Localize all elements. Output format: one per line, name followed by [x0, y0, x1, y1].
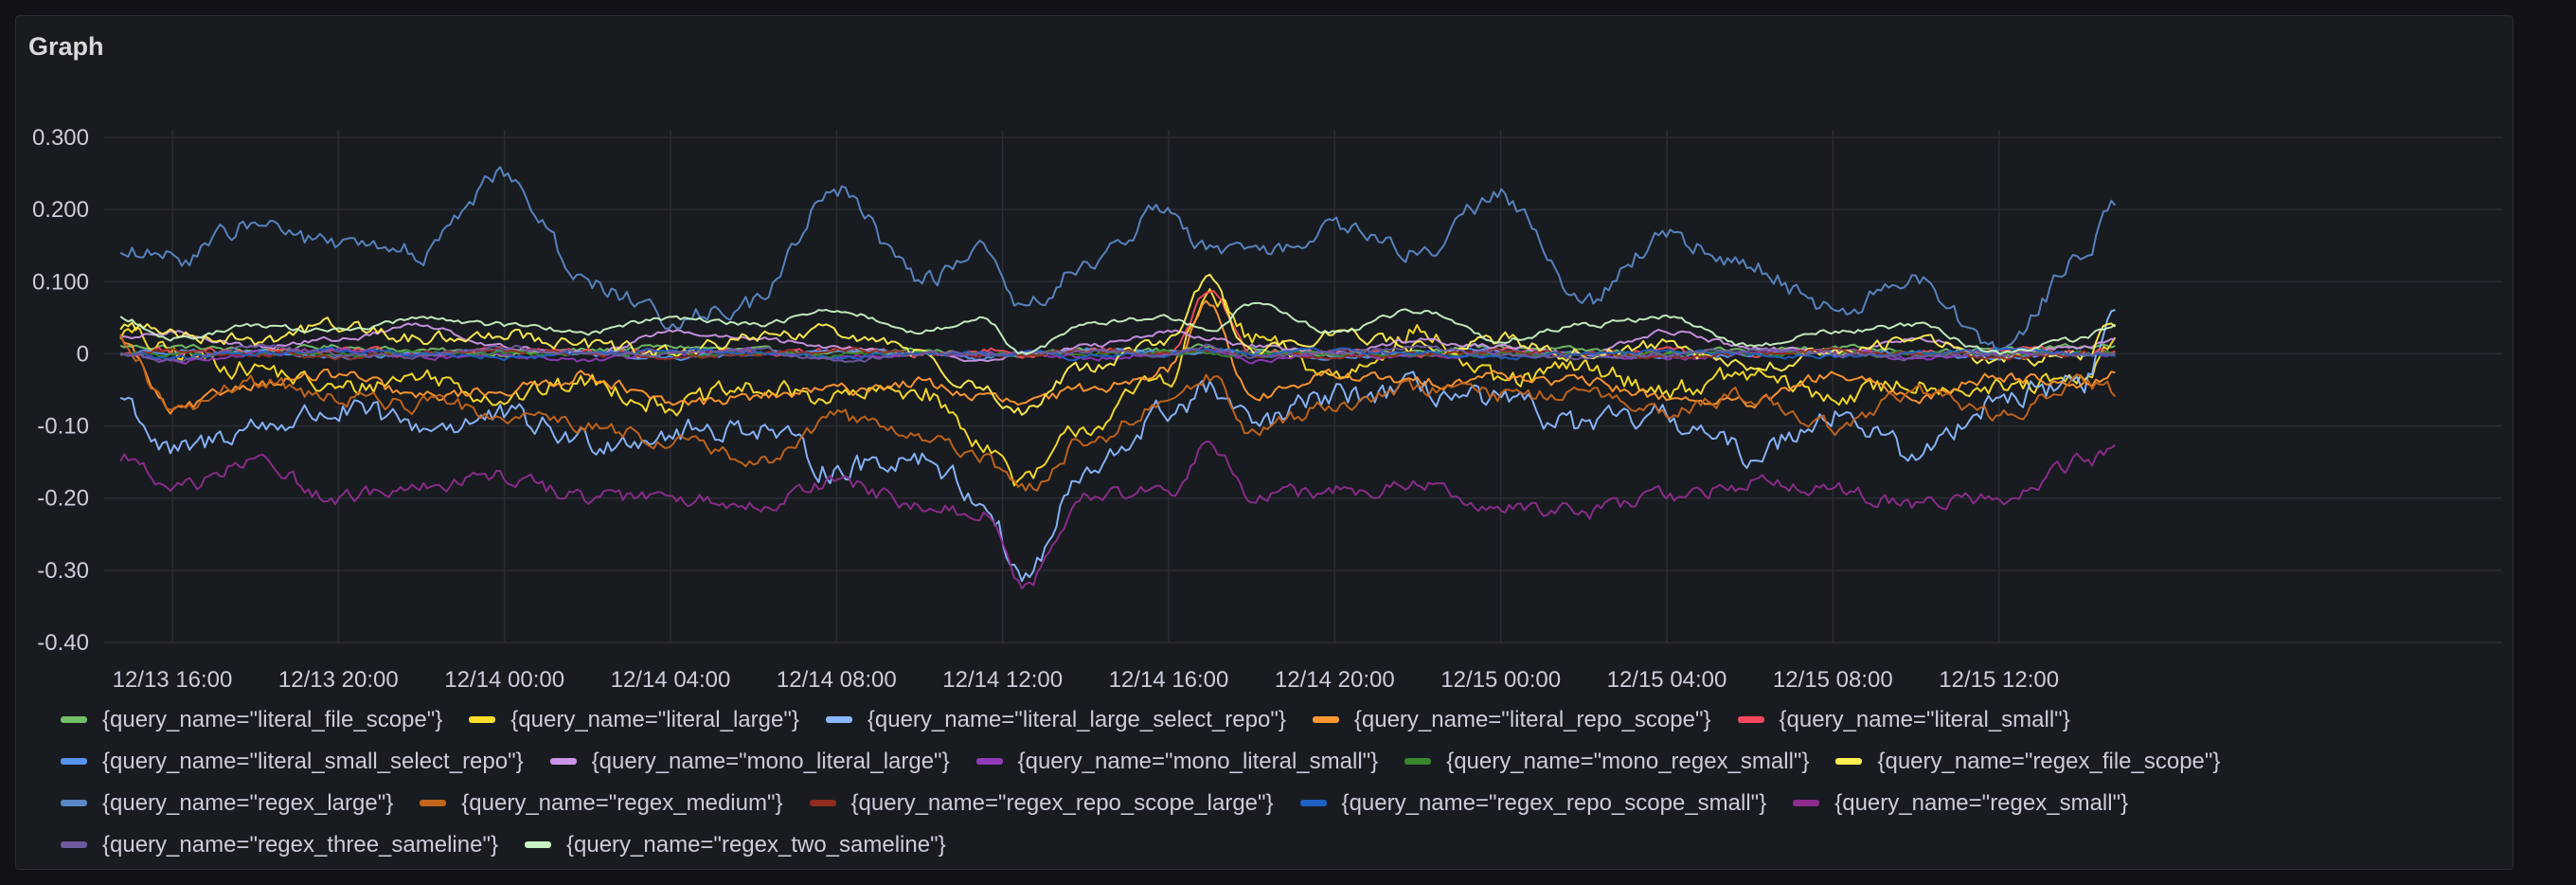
legend-label: {query_name="literal_large_select_repo"} — [867, 706, 1286, 732]
legend-label: {query_name="regex_repo_scope_large"} — [850, 789, 1274, 816]
legend-label: {query_name="regex_small"} — [1834, 789, 2129, 816]
x-tick-label: 12/14 00:00 — [444, 667, 564, 693]
legend-swatch — [61, 716, 87, 723]
legend-item[interactable]: {query_name="mono_literal_small"} — [975, 741, 1379, 783]
panel-title[interactable]: Graph — [28, 32, 104, 61]
legend-swatch — [809, 800, 836, 806]
series-line — [119, 166, 2117, 353]
legend-item[interactable]: {query_name="regex_file_scope"} — [1835, 741, 2220, 783]
legend-label: {query_name="regex_repo_scope_small"} — [1341, 789, 1767, 816]
legend-swatch — [524, 841, 551, 848]
legend-label: {query_name="literal_small"} — [1779, 706, 2070, 732]
series-line — [119, 441, 2116, 590]
legend-swatch — [61, 841, 87, 848]
legend: {query_name="literal_file_scope"} {query_… — [61, 695, 2485, 862]
legend-label: {query_name="literal_large"} — [510, 706, 799, 732]
legend-row: {query_name="regex_three_sameline"} {quer… — [61, 821, 2485, 862]
legend-item[interactable]: {query_name="regex_repo_scope_large"} — [809, 783, 1274, 824]
legend-label: {query_name="regex_medium"} — [461, 789, 783, 816]
legend-swatch — [469, 716, 496, 723]
y-tick-label: -0.30 — [37, 558, 89, 584]
legend-swatch — [825, 716, 852, 723]
legend-item[interactable]: {query_name="literal_small_select_repo"} — [61, 741, 524, 783]
legend-item[interactable]: {query_name="regex_medium"} — [420, 783, 783, 824]
graph-panel — [15, 15, 2513, 870]
legend-swatch — [1737, 716, 1764, 723]
y-tick-label: -0.20 — [37, 486, 89, 512]
legend-item[interactable]: {query_name="regex_repo_scope_small"} — [1299, 783, 1767, 824]
legend-item[interactable]: {query_name="mono_regex_small"} — [1404, 741, 1809, 783]
legend-swatch — [1404, 758, 1432, 765]
legend-swatch — [1299, 800, 1327, 806]
series-line — [119, 299, 2116, 415]
series-line — [119, 346, 2116, 362]
legend-row: {query_name="regex_large"} {query_name="r… — [61, 779, 2485, 821]
legend-swatch — [1793, 800, 1820, 806]
legend-row: {query_name="literal_small_select_repo"}… — [61, 737, 2485, 779]
legend-swatch — [420, 800, 447, 806]
y-tick-label: -0.40 — [37, 630, 89, 656]
series-line — [119, 309, 2116, 583]
legend-swatch — [61, 800, 87, 806]
legend-label: {query_name="mono_literal_large"} — [591, 748, 950, 774]
x-tick-label: 12/15 00:00 — [1440, 667, 1561, 693]
x-tick-label: 12/14 04:00 — [611, 667, 731, 693]
legend-item[interactable]: {query_name="literal_repo_scope"} — [1312, 699, 1711, 741]
legend-swatch — [975, 758, 1003, 765]
x-tick-label: 12/14 12:00 — [942, 667, 1063, 693]
legend-row: {query_name="literal_file_scope"} {query_… — [61, 695, 2485, 737]
legend-label: {query_name="literal_repo_scope"} — [1353, 706, 1711, 732]
legend-item[interactable]: {query_name="regex_two_sameline"} — [524, 824, 946, 866]
x-tick-label: 12/13 16:00 — [113, 667, 233, 693]
legend-swatch — [549, 758, 577, 765]
x-tick-label: 12/15 04:00 — [1607, 667, 1727, 693]
legend-swatch — [1312, 716, 1339, 723]
legend-label: {query_name="mono_literal_small"} — [1017, 748, 1379, 774]
legend-label: {query_name="literal_file_scope"} — [102, 706, 443, 732]
y-tick-label: -0.10 — [37, 414, 89, 440]
legend-item[interactable]: {query_name="literal_large"} — [469, 699, 799, 741]
x-tick-label: 12/14 20:00 — [1275, 667, 1395, 693]
legend-item[interactable]: {query_name="literal_file_scope"} — [61, 699, 442, 741]
series-line — [119, 288, 2117, 487]
series-line — [119, 301, 2116, 355]
x-tick-label: 12/15 12:00 — [1939, 667, 2059, 693]
legend-label: {query_name="mono_regex_small"} — [1446, 748, 1810, 774]
y-tick-label: 0.100 — [32, 269, 89, 295]
legend-item[interactable]: {query_name="regex_three_sameline"} — [61, 824, 498, 866]
legend-item[interactable]: {query_name="literal_large_select_repo"} — [825, 699, 1286, 741]
legend-item[interactable]: {query_name="literal_small"} — [1737, 699, 2070, 741]
legend-label: {query_name="regex_file_scope"} — [1877, 748, 2221, 774]
legend-item[interactable]: {query_name="regex_small"} — [1793, 783, 2128, 824]
legend-swatch — [1835, 758, 1863, 765]
x-tick-label: 12/13 20:00 — [278, 667, 399, 693]
x-tick-label: 12/14 08:00 — [777, 667, 897, 693]
y-tick-label: 0 — [77, 341, 89, 367]
series-line — [120, 343, 2116, 364]
x-tick-label: 12/14 16:00 — [1109, 667, 1229, 693]
legend-label: {query_name="regex_three_sameline"} — [102, 831, 498, 858]
legend-swatch — [61, 758, 87, 765]
series-line — [119, 273, 2117, 416]
series-line — [119, 334, 2117, 492]
legend-item[interactable]: {query_name="mono_literal_large"} — [549, 741, 950, 783]
x-tick-label: 12/15 08:00 — [1773, 667, 1893, 693]
y-tick-label: 0.300 — [32, 125, 89, 151]
legend-label: {query_name="literal_small_select_repo"} — [102, 748, 524, 774]
legend-label: {query_name="regex_two_sameline"} — [565, 831, 946, 858]
legend-label: {query_name="regex_large"} — [102, 789, 394, 816]
y-tick-label: 0.200 — [32, 197, 89, 223]
legend-item[interactable]: {query_name="regex_large"} — [61, 783, 393, 824]
